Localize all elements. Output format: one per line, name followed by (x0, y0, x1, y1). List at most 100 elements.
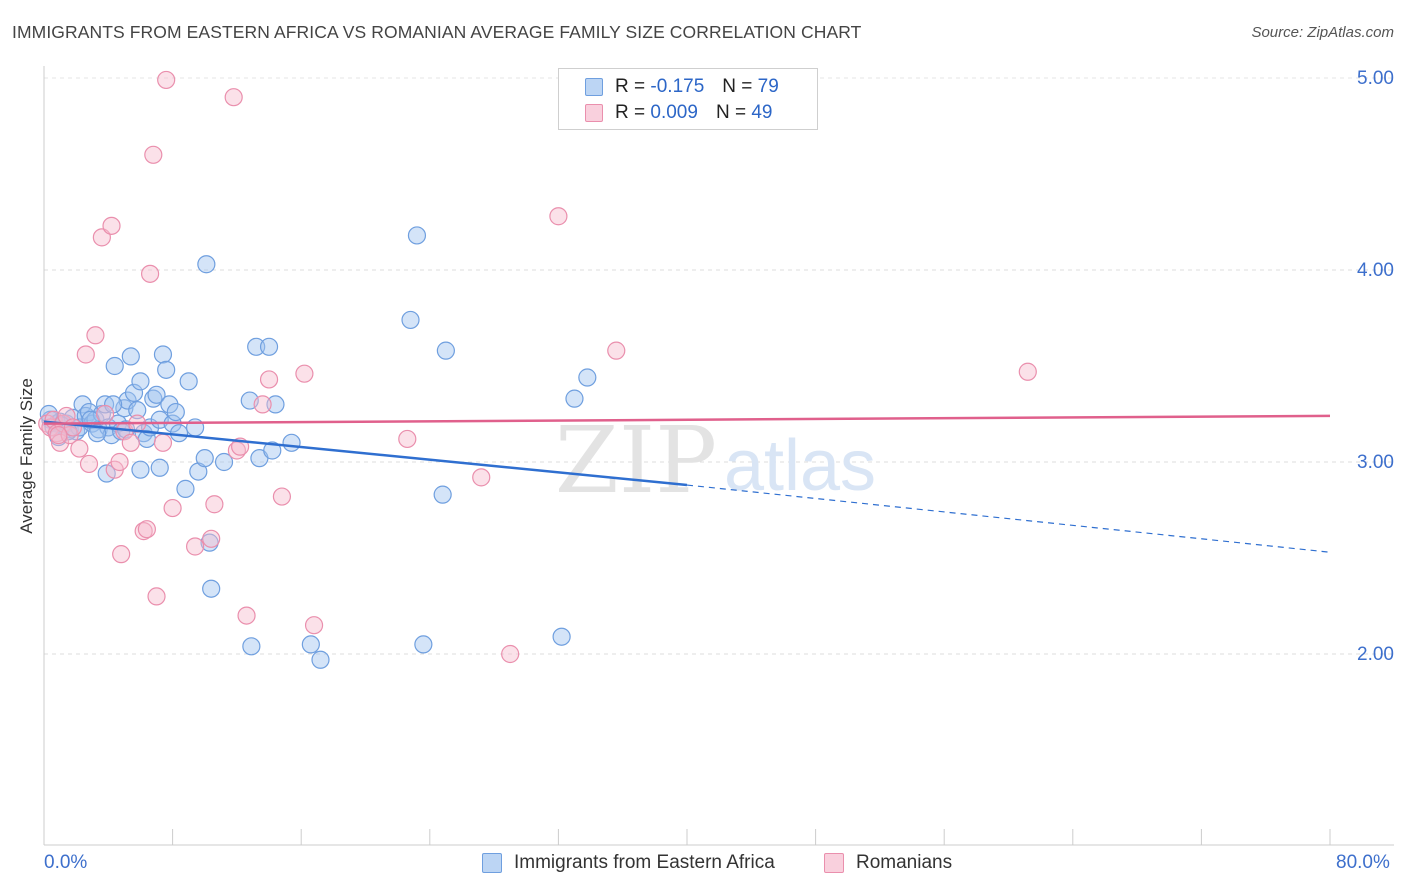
bottom-legend-label: Romanians (856, 852, 953, 873)
point-romanians (205, 495, 224, 514)
legend-n-label: N = (715, 102, 747, 123)
point-romanians (304, 616, 324, 635)
point-eastern-africa (121, 347, 140, 366)
point-romanians (147, 587, 166, 606)
legend-n-value: 49 (751, 102, 773, 123)
point-romanians (121, 433, 140, 452)
x-tick-max: 80.0% (1336, 852, 1390, 873)
gridlines (44, 77, 1394, 655)
point-eastern-africa (128, 401, 147, 420)
point-eastern-africa (179, 372, 198, 391)
legend-r-label: R = (615, 102, 646, 123)
trendline-romanians (43, 414, 1331, 425)
point-romanians (102, 216, 121, 235)
point-romanians (157, 70, 176, 90)
point-eastern-africa (247, 337, 266, 356)
point-eastern-africa (407, 226, 427, 245)
point-romanians (253, 395, 272, 414)
point-eastern-africa (197, 255, 216, 274)
point-eastern-africa (147, 385, 166, 404)
legend-n-value: 79 (757, 76, 779, 97)
point-eastern-africa (150, 458, 169, 477)
x-tick-min: 0.0% (44, 852, 88, 873)
y-tick-label: 4.00 (1357, 260, 1394, 281)
point-eastern-africa (131, 372, 150, 391)
point-romanians (607, 341, 626, 360)
legend-r-value: -0.175 (650, 76, 705, 97)
point-eastern-africa (301, 635, 320, 654)
point-romanians (186, 537, 205, 556)
point-eastern-africa (311, 650, 330, 669)
point-romanians (259, 370, 279, 389)
axes (43, 66, 1394, 846)
point-romanians (163, 498, 182, 518)
y-tick-label: 3.00 (1357, 452, 1394, 473)
point-eastern-africa (263, 441, 282, 460)
legend-swatch-blue (585, 78, 603, 96)
trendline-eastern-africa-extension (686, 484, 1331, 553)
point-eastern-africa (131, 460, 150, 479)
trendline-eastern-africa (43, 420, 688, 487)
legend-row-romanians: R = 0.009 N = 49 (585, 101, 772, 125)
bottom-legend-swatch-blue (482, 853, 502, 873)
source-label: Source: ZipAtlas.com (1251, 24, 1394, 41)
point-eastern-africa (157, 360, 176, 379)
point-eastern-africa (565, 389, 584, 408)
point-eastern-africa (414, 635, 433, 654)
point-eastern-africa (259, 337, 279, 356)
point-eastern-africa (552, 627, 571, 646)
legend-r-label: R = (615, 76, 646, 97)
point-romanians (95, 404, 115, 424)
watermark-zip: ZIP (555, 407, 717, 514)
point-romanians (110, 452, 129, 472)
point-romanians (295, 364, 314, 383)
trendlines (43, 414, 1331, 553)
point-eastern-africa (195, 449, 214, 468)
point-romanians (549, 207, 568, 226)
point-romanians (49, 426, 68, 445)
point-eastern-africa (176, 479, 195, 498)
point-romanians (398, 429, 417, 449)
point-eastern-africa (282, 433, 301, 452)
chart-title: IMMIGRANTS FROM EASTERN AFRICA VS ROMANI… (12, 22, 862, 42)
point-romanians (472, 468, 491, 487)
point-romanians (153, 433, 173, 452)
bottom-legend-label: Immigrants from Eastern Africa (514, 852, 775, 873)
point-romanians (501, 644, 520, 664)
point-romanians (140, 264, 160, 283)
legend-swatch-pink (585, 104, 603, 122)
point-eastern-africa (105, 356, 124, 376)
point-romanians (272, 487, 292, 506)
point-eastern-africa (87, 424, 107, 443)
y-tick-label: 5.00 (1357, 68, 1394, 89)
point-eastern-africa (401, 310, 420, 330)
point-eastern-africa (214, 452, 234, 472)
point-eastern-africa (266, 395, 285, 414)
point-romanians (86, 326, 105, 345)
legend-row-eastern-africa: R = -0.175 N = 79 (585, 75, 779, 99)
point-romanians (144, 145, 163, 164)
point-eastern-africa (578, 368, 597, 387)
bottom-legend-romanians: Romanians (824, 852, 952, 874)
point-eastern-africa (242, 637, 261, 656)
y-axis-label: Average Family Size (17, 378, 36, 534)
point-eastern-africa (166, 402, 185, 422)
bottom-legend-swatch-pink (824, 853, 844, 873)
legend-n-label: N = (722, 76, 753, 97)
point-romanians (137, 520, 156, 539)
watermark-atlas: atlas (724, 426, 876, 506)
point-eastern-africa (153, 345, 173, 364)
bottom-legend-eastern-africa: Immigrants from Eastern Africa (482, 852, 775, 874)
point-romanians (76, 345, 95, 364)
point-eastern-africa (202, 579, 221, 598)
y-tick-label: 2.00 (1357, 644, 1394, 665)
point-romanians (70, 439, 89, 458)
watermark: ZIP atlas (555, 407, 876, 514)
point-romanians (112, 545, 131, 564)
point-romanians (1018, 362, 1037, 381)
point-romanians (237, 606, 256, 625)
point-eastern-africa (124, 383, 144, 402)
point-romanians (224, 88, 243, 107)
correlation-legend: R = -0.175 N = 79 R = 0.009 N = 49 (558, 68, 818, 130)
